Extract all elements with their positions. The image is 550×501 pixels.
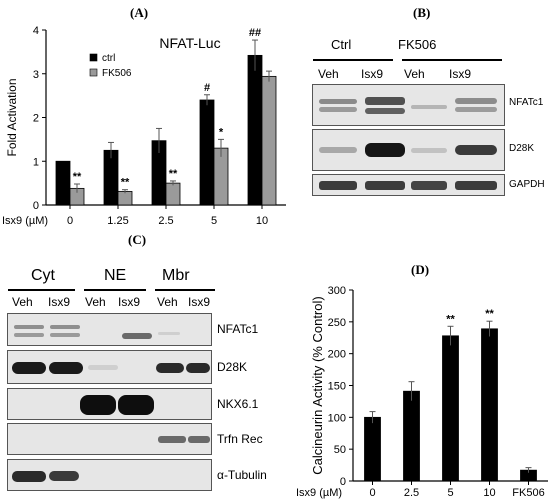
blot-c-row-nkx61 — [7, 388, 212, 420]
bar — [442, 335, 459, 482]
panel-label-d: (D) — [411, 262, 430, 277]
blot-c-label-tubulin: α-Tubulin — [217, 468, 267, 482]
blot-c-lane-3: Veh — [85, 295, 106, 309]
blot-c-group-line-cyt — [8, 289, 75, 291]
x-tick-label: 5 — [447, 487, 453, 499]
significance-mark: ** — [485, 308, 494, 320]
blot-c-lane-1: Veh — [12, 295, 33, 309]
significance-mark: # — [204, 82, 210, 94]
y-tick-label: 200 — [328, 349, 346, 361]
legend-swatch — [89, 53, 98, 62]
blot-c-group-line-mbr — [155, 289, 215, 291]
blot-c-row-trfn-rec — [7, 423, 212, 455]
blot-b-lane-4: Isx9 — [449, 67, 472, 81]
significance-mark: * — [219, 126, 224, 138]
y-axis-label: Calcineurin Activity (% Control) — [310, 296, 325, 474]
legend-swatch — [89, 68, 98, 77]
y-tick-label: 300 — [328, 285, 346, 297]
blot-b-group-line-fk506 — [402, 59, 502, 61]
bar — [364, 416, 381, 482]
y-tick-label: 100 — [328, 412, 346, 424]
blot-b-lane-2: Isx9 — [361, 67, 384, 81]
blot-b-lane-3: Veh — [404, 67, 425, 81]
blot-c-lane-6: Isx9 — [188, 295, 211, 309]
blot-c-label-trfn-rec: Trfn Rec — [217, 432, 263, 446]
x-tick-label: 2.5 — [158, 215, 173, 227]
legend-label: FK506 — [102, 68, 132, 79]
x-tick-label: 0 — [369, 487, 375, 499]
panel-label-a: (A) — [130, 5, 149, 20]
bar — [55, 160, 71, 206]
blot-c-row-tubulin — [7, 459, 212, 491]
x-tick-label: 10 — [256, 215, 268, 227]
x-tick-label: 5 — [211, 215, 217, 227]
y-tick-label: 4 — [33, 25, 39, 37]
blot-b-lane-1: Veh — [318, 67, 339, 81]
significance-mark: ## — [249, 27, 261, 39]
y-tick-label: 2 — [33, 113, 39, 125]
y-tick-label: 50 — [334, 444, 346, 456]
blot-b-group-line-ctrl — [313, 59, 393, 61]
chart-title: NFAT-Luc — [159, 35, 220, 51]
y-axis-label: Fold Activation — [5, 78, 19, 156]
blot-c-group-mbr: Mbr — [162, 267, 190, 284]
blot-b-row-gapdh — [312, 174, 505, 196]
x-tick-label: 1.25 — [107, 215, 128, 227]
y-tick-label: 3 — [33, 69, 39, 81]
blot-c-row-nfatc1 — [7, 313, 212, 346]
blot-b-group-ctrl: Ctrl — [331, 37, 352, 52]
blot-c-group-line-ne — [84, 289, 146, 291]
blot-c-lane-5: Veh — [157, 295, 178, 309]
significance-mark: ** — [73, 171, 82, 183]
blot-b-row-d28k — [312, 129, 505, 171]
blot-c-label-d28k: D28K — [217, 360, 248, 374]
x-tick-label: FK506 — [512, 487, 544, 499]
y-tick-label: 0 — [340, 476, 346, 488]
blot-c-lane-2: Isx9 — [48, 295, 71, 309]
significance-mark: ** — [169, 168, 178, 180]
significance-mark: ** — [121, 177, 130, 189]
blot-b-label-nfatc1: NFATc1 — [509, 97, 544, 108]
x-tick-label: 2.5 — [404, 487, 419, 499]
x-tick-label: 0 — [67, 215, 73, 227]
blot-b-row-nfatc1 — [312, 84, 505, 126]
legend-label: ctrl — [102, 53, 115, 64]
x-axis-label: Isx9 (µM) — [296, 487, 342, 499]
blot-b-label-d28k: D28K — [509, 143, 535, 154]
x-axis-label: Isx9 (µM) — [2, 215, 48, 227]
blot-c-label-nkx61: NKX6.1 — [217, 397, 259, 411]
panel-label-c: (C) — [128, 232, 147, 247]
y-tick-label: 0 — [33, 200, 39, 212]
blot-b-label-gapdh: GAPDH — [509, 179, 545, 190]
bar — [403, 390, 420, 482]
blot-b-group-fk506: FK506 — [398, 37, 437, 52]
blot-c-lane-4: Isx9 — [118, 295, 141, 309]
blot-c-row-d28k — [7, 350, 212, 384]
y-tick-label: 1 — [33, 156, 39, 168]
y-tick-label: 250 — [328, 317, 346, 329]
blot-c-group-ne: NE — [104, 267, 127, 284]
significance-mark: ** — [446, 313, 455, 325]
blot-c-group-cyt: Cyt — [31, 267, 55, 284]
panel-label-b: (B) — [413, 5, 431, 20]
bar — [481, 328, 498, 482]
blot-c-label-nfatc1: NFATc1 — [217, 322, 259, 336]
y-tick-label: 150 — [328, 381, 346, 393]
x-tick-label: 10 — [483, 487, 495, 499]
